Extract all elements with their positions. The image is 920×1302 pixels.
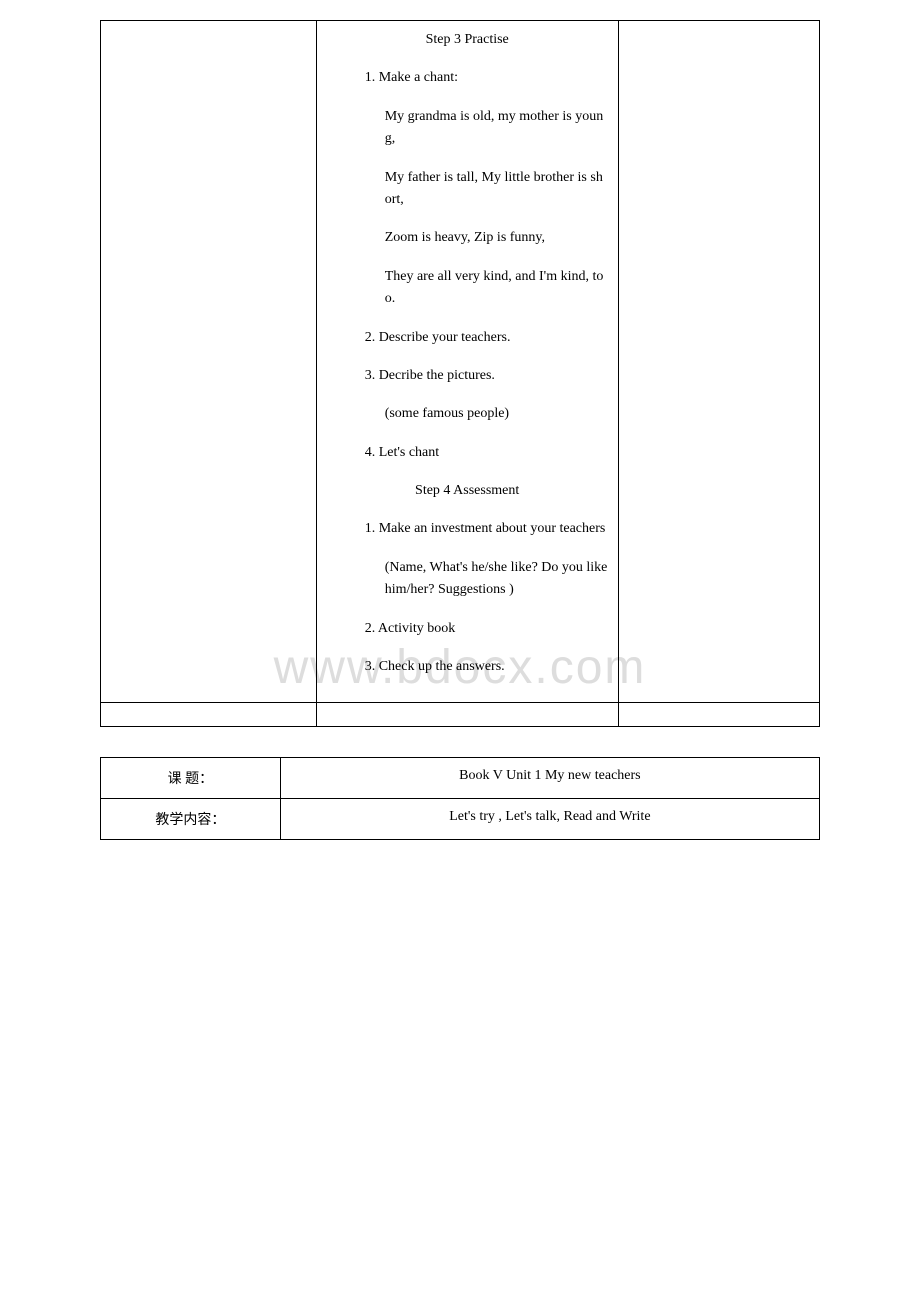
assessment-item-3: 3. Check up the answers. bbox=[325, 656, 610, 678]
assessment-item-1: 1. Make an investment about your teacher… bbox=[325, 518, 610, 540]
table-cell-middle-empty bbox=[316, 703, 618, 727]
lesson-plan-table: Step 3 Practise 1. Make a chant: My gran… bbox=[100, 20, 820, 727]
table-cell-right-empty bbox=[618, 703, 819, 727]
practise-item-1: 1. Make a chant: bbox=[325, 67, 610, 89]
table-cell-right bbox=[618, 21, 819, 703]
chant-line-4: They are all very kind, and I'm kind, to… bbox=[325, 266, 610, 311]
table-cell-left-empty bbox=[101, 703, 317, 727]
topic-value: Book V Unit 1 My new teachers bbox=[280, 758, 819, 799]
content-value: Let's try , Let's talk, Read and Write bbox=[280, 799, 819, 840]
lesson-header-table: 课 题： Book V Unit 1 My new teachers 教学内容：… bbox=[100, 757, 820, 840]
step4-heading: Step 4 Assessment bbox=[325, 480, 610, 502]
step3-heading: Step 3 Practise bbox=[325, 29, 610, 51]
practise-item-3: 3. Decribe the pictures. bbox=[325, 365, 610, 387]
table-cell-middle: Step 3 Practise 1. Make a chant: My gran… bbox=[316, 21, 618, 703]
practise-item-4: 4. Let's chant bbox=[325, 442, 610, 464]
assessment-item-2: 2. Activity book bbox=[325, 618, 610, 640]
practise-item-3-sub: (some famous people) bbox=[325, 403, 610, 425]
chant-line-3: Zoom is heavy, Zip is funny, bbox=[325, 227, 610, 249]
chant-line-1: My grandma is old, my mother is young, bbox=[325, 106, 610, 151]
topic-label: 课 题： bbox=[101, 758, 281, 799]
table-cell-left bbox=[101, 21, 317, 703]
content-label: 教学内容： bbox=[101, 799, 281, 840]
practise-item-2: 2. Describe your teachers. bbox=[325, 327, 610, 349]
chant-line-2: My father is tall, My little brother is … bbox=[325, 167, 610, 212]
assessment-item-1-sub: (Name, What's he/she like? Do you like h… bbox=[325, 557, 610, 602]
